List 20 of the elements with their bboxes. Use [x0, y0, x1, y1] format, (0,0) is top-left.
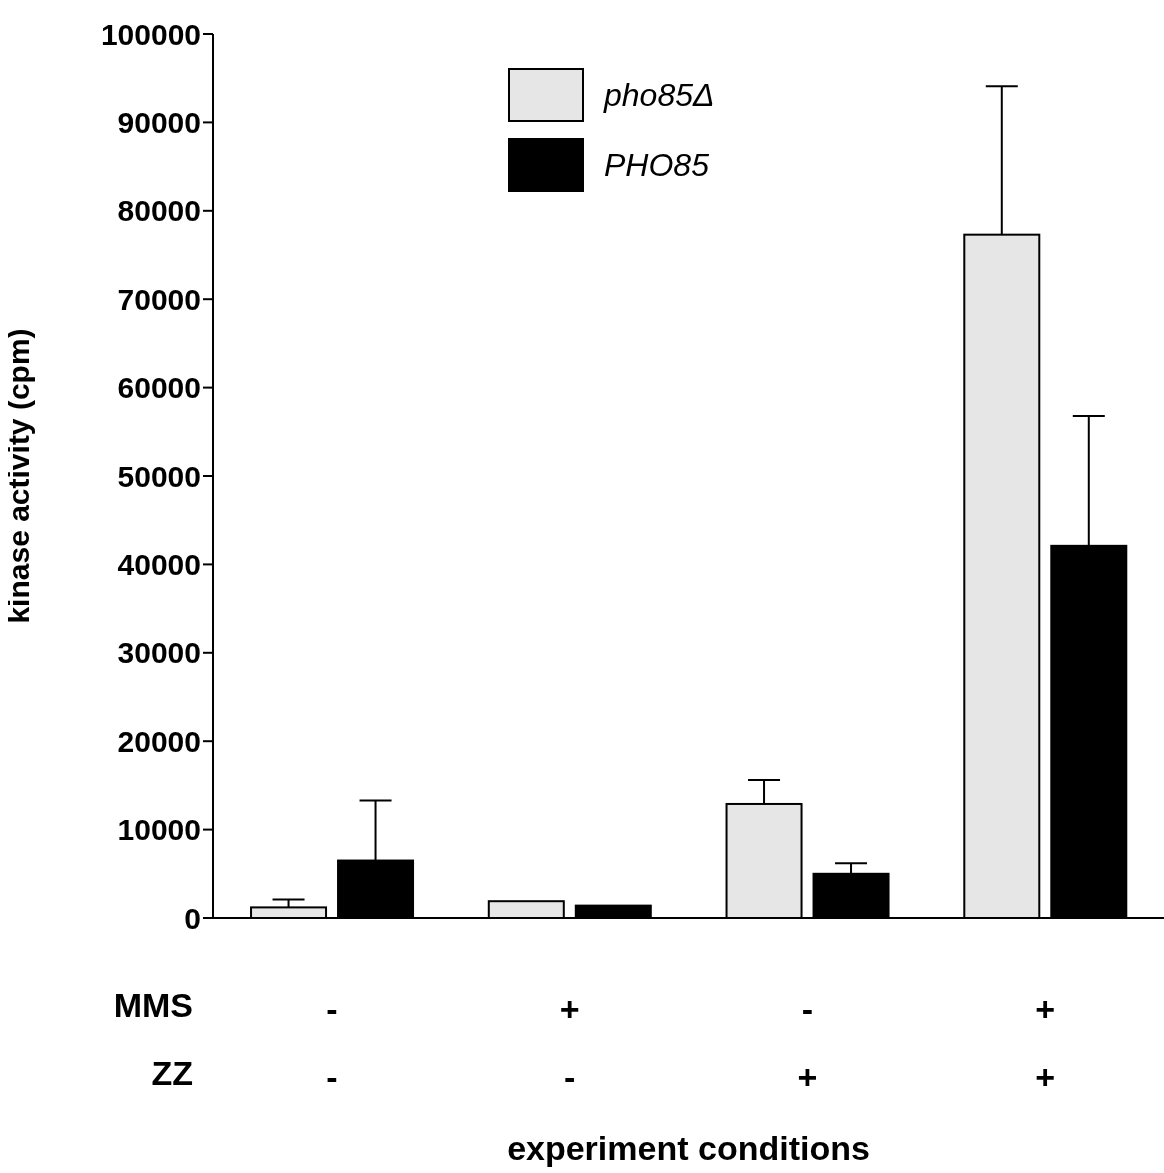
x-tick-label: + +	[1035, 990, 1056, 1096]
y-tick-label: 70000	[117, 282, 201, 316]
y-tick-label: 10000	[117, 813, 201, 847]
y-tick-label: 20000	[117, 724, 201, 758]
x-tick-label: + -	[559, 990, 580, 1096]
x-axis-title: experiment conditions	[507, 1129, 870, 1167]
y-tick-label: 50000	[117, 459, 201, 493]
y-tick-label: 0	[184, 901, 201, 935]
y-tick-label: 90000	[117, 106, 201, 140]
text: ZZ	[151, 1054, 193, 1093]
y-tick-label: 100000	[100, 17, 201, 51]
text: MMS	[113, 986, 193, 1025]
y-tick-label: 30000	[117, 636, 201, 670]
y-tick-label: 40000	[117, 548, 201, 582]
x-tick-label: - +	[797, 990, 818, 1096]
legend-label: pho85Δ	[604, 76, 715, 114]
legend-label: PHO85	[604, 146, 709, 184]
y-tick-label: 80000	[117, 194, 201, 228]
x-tick-label: - -	[326, 990, 338, 1096]
y-tick-label: 60000	[117, 371, 201, 405]
